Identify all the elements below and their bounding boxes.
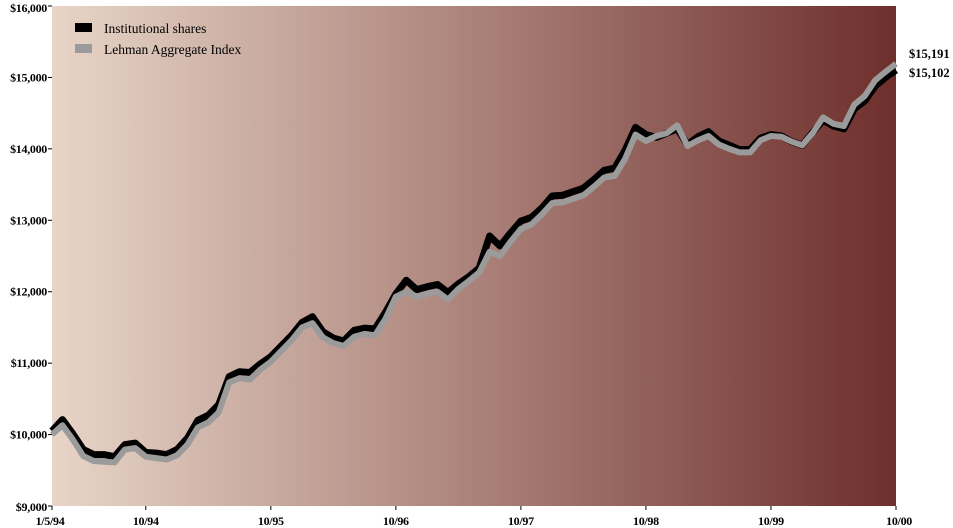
y-tick-label: $16,000	[10, 1, 47, 15]
y-axis: $9,000 $10,000 $11,000 $12,000 $13,000 $14,00…	[10, 1, 52, 514]
x-tick-label: 1/5/94	[36, 514, 65, 528]
x-axis: 1/5/94 10/94 10/95 10/96 10/97 10/98 10/99 10/0…	[36, 506, 913, 528]
x-tick-label: 10/96	[383, 514, 409, 528]
y-tick-label: $15,000	[10, 70, 47, 84]
y-tick-label: $9,000	[16, 500, 48, 514]
y-tick-label: $11,000	[11, 356, 48, 370]
y-tick-label: $13,000	[10, 213, 47, 227]
end-labels: $15,191 $15,102	[909, 47, 950, 80]
end-label-lehman: $15,191	[909, 47, 950, 61]
x-tick-label: 10/99	[758, 514, 784, 528]
legend-swatch-lehman	[75, 44, 92, 53]
x-tick-label: 10/98	[633, 514, 659, 528]
y-tick-label: $12,000	[10, 285, 47, 299]
x-tick-label: 10/97	[508, 514, 534, 528]
x-tick-label: 10/95	[258, 514, 284, 528]
legend-label-institutional: Institutional shares	[104, 21, 206, 36]
series-layer	[49, 61, 899, 466]
y-tick-label: $10,000	[10, 428, 47, 442]
x-tick-label: 10/00	[886, 514, 912, 528]
legend-swatch-institutional	[75, 23, 92, 32]
legend-label-lehman: Lehman Aggregate Index	[104, 42, 241, 57]
legend: Institutional shares Lehman Aggregate In…	[75, 21, 241, 57]
x-tick-label: 10/94	[133, 514, 159, 528]
y-tick-label: $14,000	[10, 142, 47, 156]
end-label-institutional: $15,102	[909, 66, 950, 80]
series-line-lehman	[50, 61, 898, 466]
plot-area	[52, 6, 896, 506]
